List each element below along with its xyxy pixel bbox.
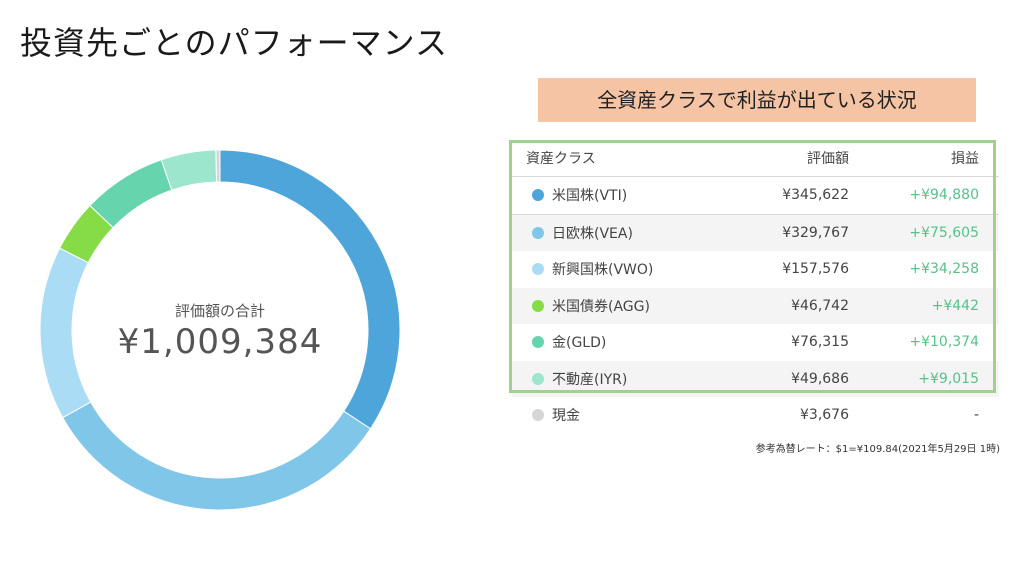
table-row: 現金 ¥3,676 - bbox=[512, 397, 999, 434]
row-gain: - bbox=[973, 407, 979, 424]
row-name: 米国株(VTI) bbox=[552, 188, 628, 205]
table-header: 資産クラス 評価額 損益 bbox=[512, 140, 999, 177]
row-value: ¥3,676 bbox=[800, 407, 849, 424]
legend-dot bbox=[532, 263, 544, 276]
total-label: 評価額の合計 bbox=[174, 302, 265, 320]
page-title: 投資先ごとのパフォーマンス bbox=[20, 24, 449, 62]
row-gain: +¥9,015 bbox=[918, 370, 979, 387]
header-asset-class: 資産クラス bbox=[526, 151, 596, 167]
legend-dot bbox=[532, 336, 544, 349]
table-row: 金(GLD) ¥76,315 +¥10,374 bbox=[512, 324, 999, 361]
row-name: 米国債券(AGG) bbox=[552, 298, 650, 315]
legend-dot bbox=[532, 299, 544, 312]
legend-dot bbox=[532, 409, 544, 422]
exchange-rate-note: 参考為替レート：$1=¥109.84(2021年5月29日 1時) bbox=[755, 444, 1000, 455]
donut-slice-4 bbox=[89, 159, 173, 229]
row-gain: +¥75,605 bbox=[909, 224, 979, 241]
table-row: 米国債券(AGG) ¥46,742 +¥442 bbox=[512, 287, 999, 324]
legend-dot bbox=[532, 189, 544, 202]
table-row: 日欧株(VEA) ¥329,767 +¥75,605 bbox=[512, 214, 999, 251]
row-value: ¥49,686 bbox=[791, 370, 849, 387]
table-row: 不動産(IYR) ¥49,686 +¥9,015 bbox=[512, 360, 999, 397]
row-gain: +¥442 bbox=[931, 297, 979, 314]
header-value: 評価額 bbox=[807, 151, 849, 167]
donut-svg bbox=[40, 150, 400, 510]
row-value: ¥157,576 bbox=[782, 261, 849, 278]
table-row: 新興国株(VWO) ¥157,576 +¥34,258 bbox=[512, 251, 999, 288]
donut-chart: 評価額の合計 ¥1,009,384 bbox=[40, 150, 400, 510]
donut-slice-1 bbox=[62, 401, 372, 510]
callout-banner: 全資産クラスで利益が出ている状況 bbox=[538, 78, 976, 122]
legend-dot bbox=[532, 226, 544, 239]
row-name: 日欧株(VEA) bbox=[552, 225, 633, 242]
legend-dot bbox=[532, 372, 544, 385]
row-value: ¥329,767 bbox=[782, 224, 849, 241]
asset-table: 資産クラス 評価額 損益 米国株(VTI) ¥345,622 +¥94,880 … bbox=[512, 140, 999, 434]
total-value: ¥1,009,384 bbox=[117, 322, 323, 362]
row-gain: +¥34,258 bbox=[909, 261, 979, 278]
donut-slice-6 bbox=[215, 150, 221, 183]
header-gain: 損益 bbox=[951, 151, 979, 167]
row-name: 金(GLD) bbox=[552, 335, 607, 352]
row-value: ¥76,315 bbox=[791, 334, 849, 351]
row-value: ¥46,742 bbox=[791, 297, 849, 314]
donut-slice-0 bbox=[219, 150, 400, 430]
table-row: 米国株(VTI) ¥345,622 +¥94,880 bbox=[512, 177, 999, 215]
row-value: ¥345,622 bbox=[782, 187, 849, 204]
donut-slice-5 bbox=[160, 150, 218, 191]
row-gain: +¥10,374 bbox=[909, 334, 979, 351]
row-name: 不動産(IYR) bbox=[552, 371, 628, 388]
row-name: 現金 bbox=[552, 408, 580, 425]
row-gain: +¥94,880 bbox=[909, 187, 979, 204]
row-name: 新興国株(VWO) bbox=[552, 262, 654, 279]
